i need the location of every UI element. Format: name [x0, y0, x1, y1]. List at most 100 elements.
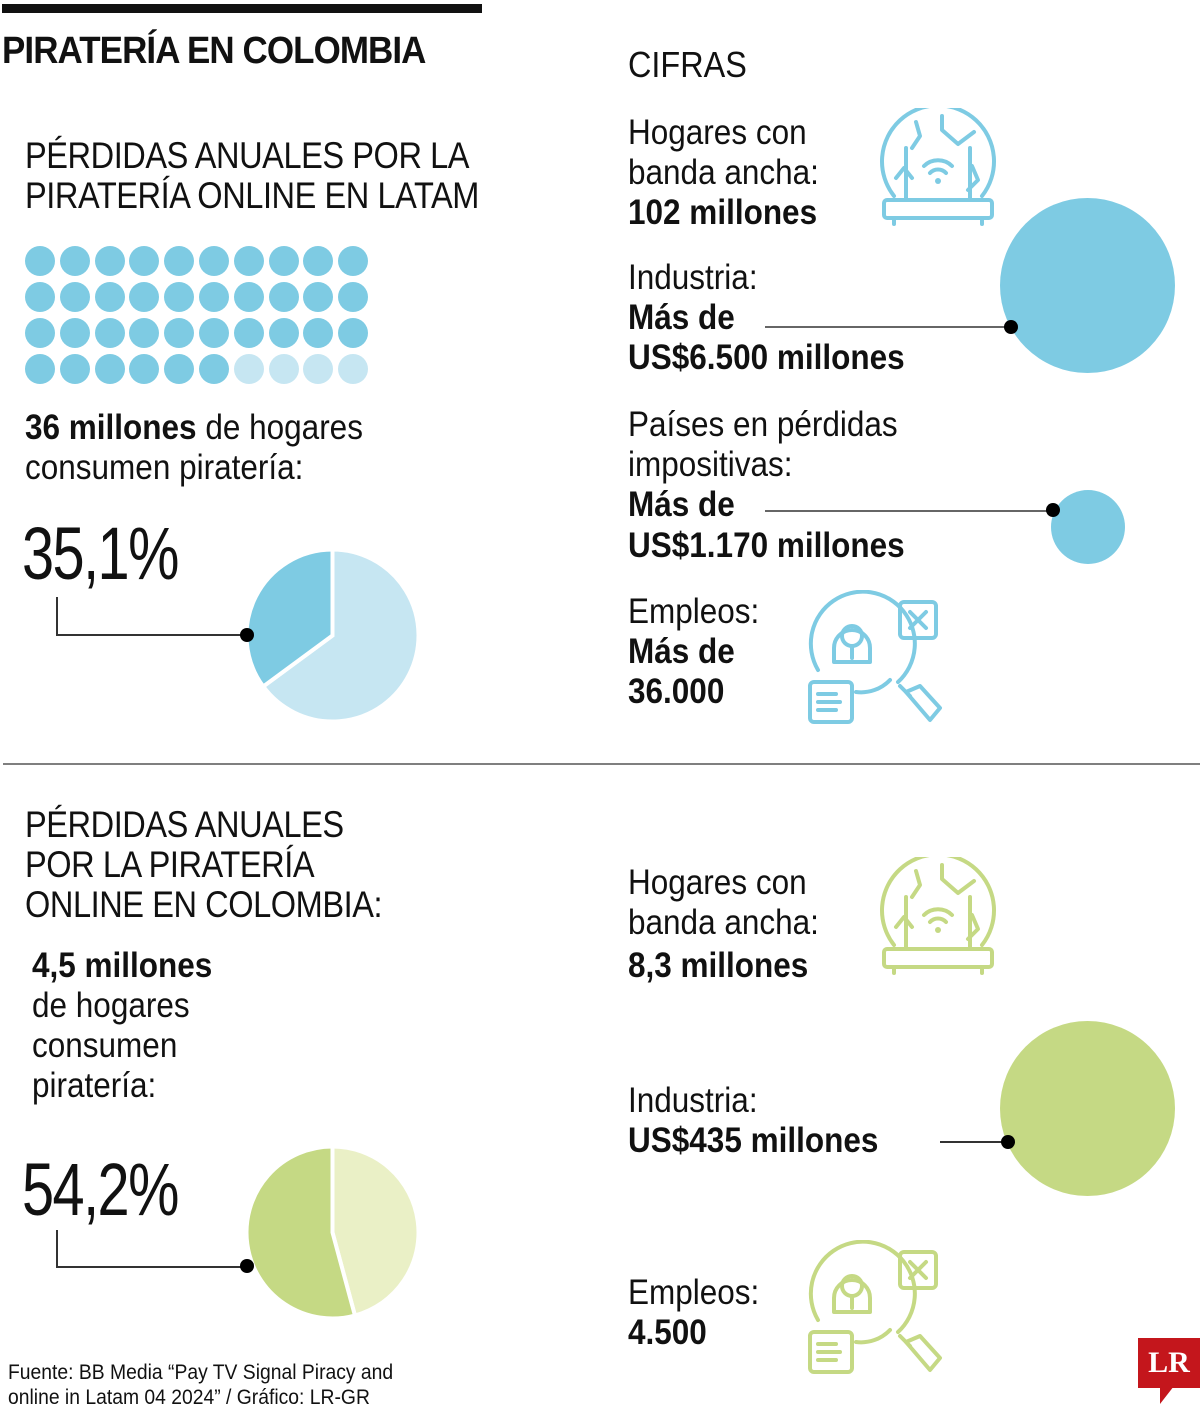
pie-slice-rest	[260, 548, 420, 723]
source-line1: Fuente: BB Media “Pay TV Signal Piracy a…	[8, 1361, 394, 1384]
waffle-dot-filled	[303, 246, 334, 276]
colombia-broadband-value: 8,3 millones	[628, 946, 809, 985]
job-search-magnifier-icon	[808, 1240, 942, 1374]
colombia-households-line3: consumen	[32, 1026, 178, 1065]
colombia-jobs-value: 4.500	[628, 1313, 707, 1352]
waffle-dot-filled	[233, 318, 264, 348]
waffle-dot-filled	[198, 354, 229, 384]
waffle-dot-filled	[303, 318, 334, 348]
waffle-chart	[25, 246, 369, 384]
colombia-industry-pin	[1001, 1135, 1015, 1149]
latam-tax-label1: Países en pérdidas	[628, 405, 898, 444]
waffle-dot-filled	[129, 354, 160, 384]
latam-households-rest: de hogares	[196, 408, 363, 447]
colombia-leader-horizontal	[56, 1266, 246, 1268]
source-note: Fuente: BB Media “Pay TV Signal Piracy a…	[8, 1360, 393, 1410]
job-search-magnifier-icon	[808, 590, 942, 724]
latam-industry-pin	[1004, 320, 1018, 334]
latam-leader-horizontal	[56, 634, 246, 636]
latam-broadband-label2: banda ancha:	[628, 153, 819, 192]
colombia-households-bold: 4,5 millones	[32, 946, 213, 985]
pie-slice-piracy	[245, 1145, 358, 1320]
waffle-dot-filled	[25, 282, 55, 312]
waffle-dot-empty	[268, 354, 299, 384]
waffle-dot-filled	[164, 318, 195, 348]
colombia-title-line1: PÉRDIDAS ANUALES	[25, 804, 344, 845]
latam-households-bold: 36 millones	[25, 408, 197, 447]
colombia-percent: 54,2%	[22, 1148, 179, 1231]
colombia-households-line2: de hogares	[32, 986, 190, 1025]
colombia-leader-vertical	[56, 1230, 58, 1267]
latam-tax-bubble	[1051, 490, 1125, 564]
pie-slice-piracy	[245, 548, 335, 690]
latam-jobs-value1: Más de	[628, 632, 735, 671]
colombia-households-line4: piratería:	[32, 1066, 157, 1105]
colombia-industry-bubble	[1000, 1021, 1175, 1196]
waffle-dot-filled	[59, 246, 90, 276]
latam-tax-pin	[1046, 503, 1060, 517]
colombia-pie-pin	[240, 1259, 254, 1273]
latam-industry-label: Industria:	[628, 258, 758, 297]
section-divider	[3, 763, 1200, 765]
waffle-dot-filled	[338, 318, 369, 348]
waffle-dot-filled	[59, 282, 90, 312]
waffle-dot-filled	[25, 318, 55, 348]
latam-jobs-label: Empleos:	[628, 592, 760, 631]
waffle-dot-filled	[59, 318, 90, 348]
top-rule	[2, 4, 482, 13]
waffle-dot-filled	[129, 282, 160, 312]
colombia-industry-value: US$435 millones	[628, 1121, 879, 1160]
page-title: PIRATERÍA EN COLOMBIA	[2, 30, 426, 72]
waffle-dot-filled	[268, 318, 299, 348]
waffle-dot-filled	[198, 282, 229, 312]
waffle-dot-filled	[268, 246, 299, 276]
globe-router-icon	[880, 108, 996, 226]
waffle-dot-filled	[25, 354, 55, 384]
latam-households-line2: consumen piratería:	[25, 448, 304, 487]
waffle-dot-empty	[303, 354, 334, 384]
pie-slice-rest	[330, 1145, 420, 1318]
waffle-dot-filled	[129, 246, 160, 276]
latam-industry-value1: Más de	[628, 298, 735, 337]
waffle-dot-empty	[338, 354, 369, 384]
latam-industry-leader	[765, 326, 1010, 328]
latam-industry-bubble	[1000, 198, 1175, 373]
waffle-dot-filled	[268, 282, 299, 312]
source-line2: online in Latam 04 2024” / Gráfico: LR-G…	[8, 1386, 370, 1409]
waffle-dot-filled	[198, 246, 229, 276]
latam-tax-value2: US$1.170 millones	[628, 526, 905, 565]
colombia-industry-label: Industria:	[628, 1081, 758, 1120]
cifras-label: CIFRAS	[628, 44, 747, 85]
waffle-dot-filled	[59, 354, 90, 384]
lr-logo: LR	[1138, 1338, 1200, 1388]
latam-industry-value2: US$6.500 millones	[628, 338, 905, 377]
colombia-jobs-label: Empleos:	[628, 1273, 760, 1312]
colombia-title-line2: POR LA PIRATERÍA	[25, 844, 315, 885]
waffle-dot-filled	[94, 246, 125, 276]
lr-logo-tail	[1160, 1386, 1174, 1404]
waffle-dot-filled	[94, 318, 125, 348]
latam-title-line1: PÉRDIDAS ANUALES POR LA	[25, 135, 470, 176]
latam-tax-leader	[765, 510, 1055, 512]
waffle-dot-filled	[233, 282, 264, 312]
waffle-dot-empty	[233, 354, 264, 384]
colombia-broadband-label2: banda ancha:	[628, 903, 819, 942]
waffle-dot-filled	[94, 354, 125, 384]
latam-broadband-value: 102 millones	[628, 193, 818, 232]
latam-jobs-value2: 36.000	[628, 672, 725, 711]
latam-pie-pin	[240, 628, 254, 642]
waffle-dot-filled	[164, 246, 195, 276]
globe-router-icon	[880, 857, 996, 975]
colombia-title-line3: ONLINE EN COLOMBIA:	[25, 884, 383, 925]
waffle-dot-filled	[25, 246, 55, 276]
waffle-dot-filled	[233, 246, 264, 276]
latam-percent: 35,1%	[22, 512, 179, 595]
colombia-broadband-label1: Hogares con	[628, 863, 807, 902]
waffle-dot-filled	[338, 282, 369, 312]
latam-leader-vertical	[56, 597, 58, 635]
latam-tax-label2: impositivas:	[628, 445, 793, 484]
latam-households-line1: 36 millones de hogares	[25, 408, 363, 448]
latam-broadband-label1: Hogares con	[628, 113, 807, 152]
waffle-dot-filled	[164, 354, 195, 384]
waffle-dot-filled	[94, 282, 125, 312]
